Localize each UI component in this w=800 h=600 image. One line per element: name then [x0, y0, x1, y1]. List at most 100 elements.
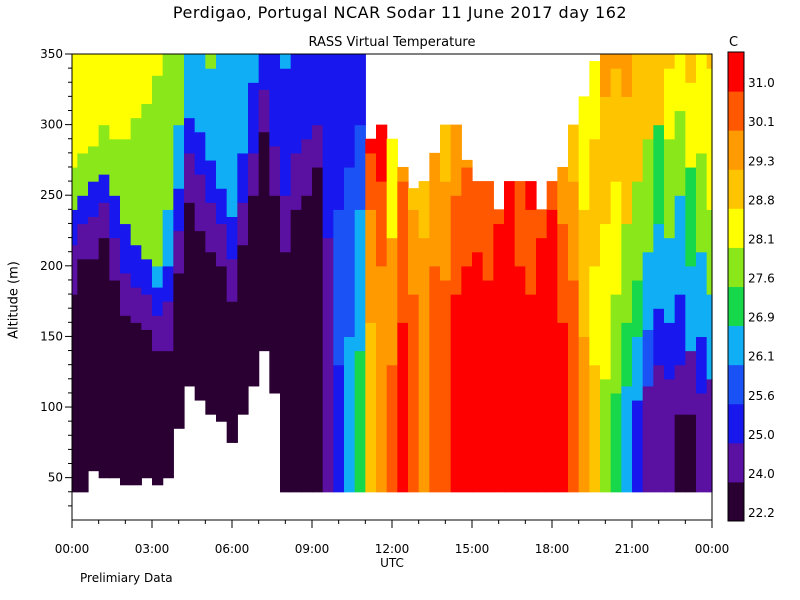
heatmap-cell: [674, 195, 686, 295]
heatmap-cell: [557, 322, 569, 493]
heatmap-cell: [77, 258, 89, 493]
heatmap-cell: [226, 258, 238, 302]
heatmap-cell: [365, 322, 377, 493]
heatmap-cell: [664, 322, 676, 380]
heatmap-cell: [621, 54, 633, 97]
heatmap-cell: [141, 294, 153, 330]
colorbar-swatch: [728, 403, 744, 444]
heatmap-cell: [322, 237, 334, 493]
heatmap-cell: [589, 265, 601, 366]
heatmap-cell: [120, 138, 132, 225]
heatmap-cell: [184, 202, 196, 387]
colorbar-label: 30.1: [748, 115, 775, 129]
heatmap-cell: [312, 124, 324, 168]
heatmap-cell: [237, 152, 249, 203]
colorbar-label: 25.0: [748, 428, 775, 442]
heatmap-cell: [685, 265, 697, 352]
heatmap-cell: [141, 103, 153, 260]
heatmap-cell: [578, 96, 590, 210]
heatmap-cell: [514, 265, 526, 493]
heatmap-cell: [706, 294, 713, 380]
heatmap-cell: [397, 166, 409, 182]
x-tick-label: 06:00: [215, 542, 250, 556]
heatmap-cell: [461, 166, 473, 267]
colorbar-swatch: [728, 247, 744, 287]
heatmap-cell: [610, 294, 622, 394]
y-tick-label: 200: [40, 259, 63, 273]
heatmap-cell: [706, 209, 713, 295]
heatmap-cell: [354, 209, 366, 352]
heatmap-cell: [205, 68, 217, 161]
heatmap-cell: [237, 54, 249, 154]
heatmap-cell: [152, 265, 164, 288]
heatmap-cell: [280, 54, 292, 69]
heatmap-cell: [152, 315, 164, 352]
heatmap-cell: [88, 54, 100, 147]
colorbar-swatch: [728, 481, 744, 522]
heatmap-cell: [77, 152, 89, 196]
heatmap-cell: [610, 68, 622, 182]
heatmap-cell: [344, 166, 356, 338]
colorbar-swatch: [728, 208, 744, 248]
heatmap-cell: [269, 145, 281, 196]
heatmap-cell: [642, 329, 654, 387]
heatmap-cell: [88, 145, 100, 182]
heatmap-cell: [696, 251, 708, 338]
heatmap-cell: [461, 265, 473, 493]
y-tick-label: 250: [40, 188, 63, 202]
heatmap-cell: [152, 54, 164, 76]
heatmap-cell: [237, 244, 249, 415]
heatmap-cell: [141, 54, 153, 105]
heatmap-cell: [301, 195, 313, 493]
heatmap-cell: [205, 54, 217, 69]
heatmap-cell: [568, 181, 580, 281]
colorbar-label: 26.1: [748, 350, 775, 364]
heatmap-cell: [685, 54, 697, 83]
heatmap-cell: [248, 152, 260, 196]
heatmap-cell: [621, 223, 633, 323]
heatmap-cell: [610, 181, 622, 295]
heatmap-cell: [120, 272, 132, 316]
heatmap-cell: [600, 378, 612, 493]
heatmap-cells: [72, 54, 713, 493]
heatmap-cell: [280, 251, 292, 493]
heatmap-cell: [610, 54, 622, 69]
heatmap-cell: [173, 272, 185, 429]
heatmap-cell: [280, 68, 292, 196]
heatmap-cell: [685, 166, 697, 267]
heatmap-cell: [386, 138, 398, 239]
heatmap-cell: [205, 159, 217, 203]
heatmap-cell: [354, 54, 366, 126]
colorbar-label: 25.6: [748, 389, 775, 403]
heatmap-cell: [706, 54, 713, 69]
heatmap-cell: [344, 54, 356, 168]
y-tick-label: 350: [40, 47, 63, 61]
colorbar-label: 27.6: [748, 272, 775, 286]
page-title: Perdigao, Portugal NCAR Sodar 11 June 20…: [172, 3, 628, 22]
axis-ticks: 50 100 150 200 250 300 350 00:00 03:00 06:00 09:00…: [40, 47, 729, 556]
heatmap-cell: [120, 315, 132, 486]
heatmap-cell: [674, 364, 686, 415]
heatmap-cell: [152, 287, 164, 316]
heatmap-cell: [184, 117, 196, 154]
heatmap-cell: [130, 322, 142, 486]
heatmap-cell: [152, 350, 164, 486]
colorbar-swatch: [728, 52, 744, 92]
y-tick-label: 300: [40, 118, 63, 132]
heatmap-cell: [376, 265, 388, 493]
y-tick-label: 50: [48, 471, 63, 485]
x-tick-label: 21:00: [615, 542, 650, 556]
colorbar-unit-label: C: [729, 35, 739, 50]
x-tick-label: 09:00: [295, 542, 330, 556]
heatmap-cell: [173, 230, 185, 274]
heatmap-cell: [642, 138, 654, 253]
heatmap-cell: [173, 54, 185, 126]
heatmap-cell: [333, 209, 345, 366]
colorbar-swatch: [728, 130, 744, 170]
heatmap-cell: [525, 294, 537, 493]
heatmap-cell: [610, 392, 622, 493]
heatmap-cell: [450, 195, 462, 295]
heatmap-cell: [482, 279, 494, 493]
heatmap-cell: [685, 414, 697, 493]
heatmap-cell: [568, 124, 580, 182]
